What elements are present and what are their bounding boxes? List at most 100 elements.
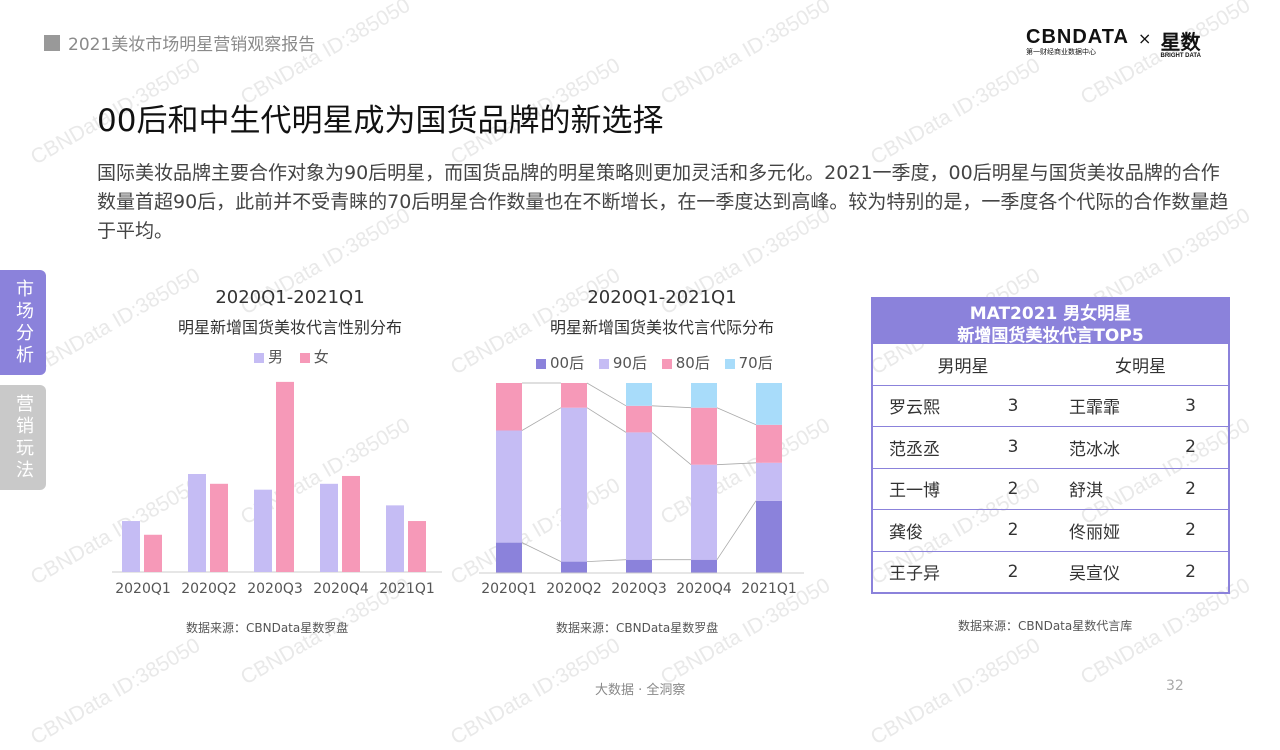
header-square-icon xyxy=(44,35,60,51)
stack-seg-70后-2020Q4 xyxy=(691,383,717,408)
footer-tagline: 大数据 · 全洞察 xyxy=(595,683,686,698)
connector-line xyxy=(716,462,757,466)
legend-label-00: 00后 xyxy=(550,354,585,372)
watermark-text: CBNData ID:385050 xyxy=(26,633,205,750)
female-count: 2 xyxy=(1185,520,1196,541)
report-title: 2021美妆市场明星营销观察报告 xyxy=(68,35,316,55)
xingshu-logo-text: 星数 xyxy=(1160,30,1201,54)
stack-seg-90后-2021Q1 xyxy=(756,462,782,501)
stack-seg-90后-2020Q3 xyxy=(626,432,652,560)
stack-seg-90后-2020Q1 xyxy=(496,430,522,543)
table-body: 罗云熙 3 王霏霏 3 范丞丞 3 范冰冰 2 王一博 2 舒淇 2 龚俊 2 佟丽娅 2 王子异 2 吴宣仪 2 xyxy=(873,384,1228,593)
table-title: MAT2021 男女明星 新增国货美妆代言TOP5 xyxy=(873,299,1228,346)
x-tick-label: 2020Q1 xyxy=(115,581,171,597)
legend-swatch-90 xyxy=(598,358,609,369)
connector-line xyxy=(651,405,692,409)
legend-label-70: 70后 xyxy=(738,354,773,372)
x-tick-label: 2020Q2 xyxy=(546,581,602,597)
stack-seg-70后-2020Q3 xyxy=(626,383,652,406)
male-name: 王一博 xyxy=(889,481,940,502)
table-title-line1: MAT2021 男女明星 xyxy=(969,304,1132,324)
connector-line xyxy=(716,500,757,560)
stack-seg-80后-2021Q1 xyxy=(756,424,782,463)
stack-seg-00后-2021Q1 xyxy=(756,500,782,573)
legend-label-90: 90后 xyxy=(612,354,647,372)
table-title-line2: 新增国货美妆代言TOP5 xyxy=(957,326,1144,346)
page-title: 00后和中生代明星成为国货品牌的新选择 xyxy=(97,103,664,139)
watermark-text: CBNData ID:385050 xyxy=(866,633,1045,750)
header-male: 男明星 xyxy=(937,356,989,377)
female-count: 2 xyxy=(1185,561,1196,582)
bar-female-2021Q1 xyxy=(408,521,426,572)
generation-stacked-chart: 2020Q1 2020Q2 2020Q3 2020Q4 2021Q1 xyxy=(479,382,804,597)
stack-seg-70后-2021Q1 xyxy=(756,383,782,425)
tab-market-analysis[interactable]: 市场分析 xyxy=(0,270,46,375)
stack-seg-90后-2020Q4 xyxy=(691,464,717,560)
female-name: 舒淇 xyxy=(1069,481,1103,502)
legend-swatch-female xyxy=(299,352,310,363)
stack-seg-00后-2020Q4 xyxy=(691,559,717,573)
stack-seg-90后-2020Q2 xyxy=(561,407,587,562)
male-name: 罗云熙 xyxy=(889,398,940,419)
bar-male-2020Q3 xyxy=(254,489,272,572)
male-count: 3 xyxy=(1007,395,1019,416)
male-count: 2 xyxy=(1007,478,1019,499)
legend-swatch-00 xyxy=(536,358,546,369)
bar-male-2020Q2 xyxy=(188,474,206,572)
connector-line xyxy=(586,559,627,562)
bar-female-2020Q4 xyxy=(342,475,360,572)
legend-label-male: 男 xyxy=(268,348,284,366)
page-description: 国际美妆品牌主要合作对象为90后明星，而国货品牌的明星策略则更加灵活和多元化。2… xyxy=(97,162,1229,242)
legend-label-80: 80后 xyxy=(675,354,710,372)
connector-line xyxy=(651,432,692,466)
bar-female-2020Q3 xyxy=(276,381,294,572)
stack-seg-00后-2020Q2 xyxy=(561,561,587,573)
bar-male-2020Q1 xyxy=(122,521,140,572)
chart2-source: 数据来源：CBNData星数罗盘 xyxy=(556,621,719,635)
x-tick-label: 2020Q3 xyxy=(611,581,667,597)
header-female: 女明星 xyxy=(1115,356,1166,377)
x-tick-label: 2021Q1 xyxy=(741,581,797,597)
legend-swatch-70 xyxy=(724,358,735,369)
stack-seg-80后-2020Q4 xyxy=(691,407,717,465)
top5-table: MAT2021 男女明星 新增国货美妆代言TOP5 男明星 女明星 罗云熙 3 王霏… xyxy=(871,297,1230,594)
bar-female-2020Q1 xyxy=(144,534,162,572)
chart1-source: 数据来源：CBNData星数罗盘 xyxy=(186,621,349,635)
watermark-text: CBNData ID:385050 xyxy=(656,0,835,110)
table-row: 罗云熙 3 王霏霏 3 xyxy=(873,384,1228,427)
legend-swatch-80 xyxy=(661,358,672,369)
female-name: 范冰冰 xyxy=(1069,439,1120,460)
chart2-title: 2020Q1-2021Q1 xyxy=(587,287,737,308)
x-tick-label: 2020Q4 xyxy=(676,581,732,597)
x-tick-label: 2020Q2 xyxy=(181,581,237,597)
stack-seg-80后-2020Q2 xyxy=(561,383,587,408)
table-row: 龚俊 2 佟丽娅 2 xyxy=(873,509,1228,551)
tab-marketing-play[interactable]: 营销玩法 xyxy=(0,385,46,490)
chart2-header: 2020Q1-2021Q1 明星新增国货美妆代言代际分布 xyxy=(482,287,842,338)
x-tick-label: 2020Q4 xyxy=(313,581,369,597)
table-row: 王子异 2 吴宣仪 2 xyxy=(873,550,1228,593)
stack-seg-00后-2020Q1 xyxy=(496,542,522,573)
male-name: 王子异 xyxy=(889,564,940,585)
connector-line xyxy=(521,542,562,562)
x-tick-label: 2020Q1 xyxy=(481,581,537,597)
watermark-text: CBNData ID:385050 xyxy=(866,53,1045,170)
cbndata-logo-sub: 第一财经商业数据中心 xyxy=(1026,48,1096,56)
female-count: 2 xyxy=(1185,437,1196,458)
bar-female-2020Q2 xyxy=(210,483,228,572)
female-name: 佟丽娅 xyxy=(1069,522,1120,543)
connector-line xyxy=(716,407,757,426)
chart1-title: 2020Q1-2021Q1 xyxy=(215,287,365,308)
female-name: 王霏霏 xyxy=(1069,398,1120,419)
connector-line xyxy=(521,407,562,431)
page-number: 32 xyxy=(1166,678,1184,694)
logo: CBNDATA 第一财经商业数据中心 × 星数 BRIGHT DATA xyxy=(1026,26,1201,59)
table-row: 王一博 2 舒淇 2 xyxy=(873,467,1228,510)
bar-male-2020Q4 xyxy=(320,483,338,572)
male-count: 2 xyxy=(1007,561,1019,582)
female-name: 吴宣仪 xyxy=(1069,564,1120,585)
gender-bar-chart: 2020Q1 2020Q2 2020Q3 2020Q4 2021Q1 xyxy=(112,381,442,597)
table-row: 范丞丞 3 范冰冰 2 xyxy=(873,426,1228,468)
bar-male-2021Q1 xyxy=(386,505,404,572)
table-source: 数据来源：CBNData星数代言库 xyxy=(958,619,1133,633)
